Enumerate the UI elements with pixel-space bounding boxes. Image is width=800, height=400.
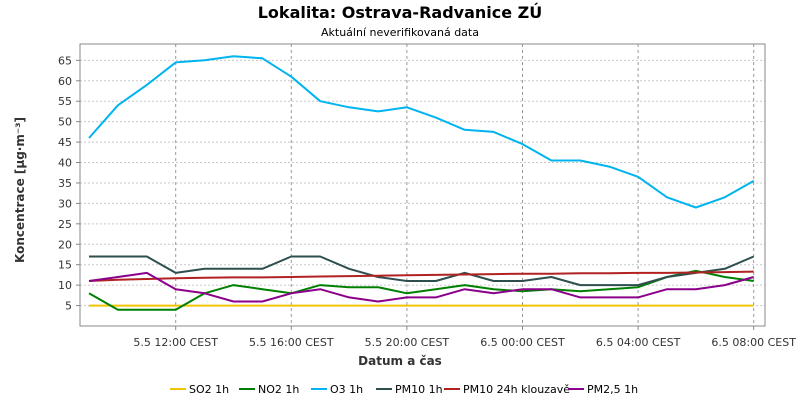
x-tick-label: 6.5 08:00 CEST [711,336,796,349]
series-line-no2-1h [88,269,754,311]
grid-layer [80,44,765,326]
y-tick-label: 25 [58,218,72,231]
series-line-pm10-1h [89,255,755,287]
y-tick-label: 15 [58,259,72,272]
y-tick-label: 35 [58,177,72,190]
x-tick-label: 6.5 00:00 CEST [480,336,565,349]
series-line-pm2-5-1h [88,271,754,303]
legend-label-o3-1h: O3 1h [330,383,363,396]
x-tick-label: 5.5 12:00 CEST [133,336,218,349]
y-tick-label: 65 [58,54,72,67]
y-tick-label: 30 [58,197,72,210]
series-line-pm10-24h-klouzav [88,270,754,282]
y-tick-label: 20 [58,238,72,251]
x-tick-label: 6.5 04:00 CEST [596,336,681,349]
chart-subtitle: Aktuální neverifikovaná data [321,26,479,39]
y-tick-label: 40 [58,157,72,170]
x-tick-label: 5.5 16:00 CEST [249,336,334,349]
y-axis-ticks: 5 10 15 20 25 30 35 40 45 50 55 60 65 [58,54,80,313]
y-tick-label: 45 [58,136,72,149]
legend-label-pm10-24h-klouzav: PM10 24h klouzavě [463,383,570,396]
y-tick-label: 10 [58,279,72,292]
y-tick-label: 60 [58,75,72,88]
chart-title: Lokalita: Ostrava-Radvanice ZÚ [258,3,543,22]
legend-label-so2-1h: SO2 1h [189,383,229,396]
y-axis-label: Koncentrace [µg·m⁻³] [13,117,27,263]
x-axis-ticks: 5.5 12:00 CEST 5.5 16:00 CEST 5.5 20:00 CE… [133,326,796,349]
legend-label-pm10-1h: PM10 1h [395,383,443,396]
legend-label-no2-1h: NO2 1h [258,383,299,396]
plot-frame [79,43,766,327]
x-axis-label: Datum a čas [358,354,442,368]
y-tick-label: 5 [65,300,72,313]
series-layer [88,55,755,311]
series-line-o3-1h [88,55,755,209]
y-tick-label: 55 [58,95,72,108]
legend-label-pm2-5-1h: PM2,5 1h [587,383,638,396]
x-tick-label: 5.5 20:00 CEST [365,336,450,349]
y-tick-label: 50 [58,116,72,129]
legend: SO2 1h NO2 1h O3 1h PM10 1h PM10 24h klouzav… [170,383,638,396]
